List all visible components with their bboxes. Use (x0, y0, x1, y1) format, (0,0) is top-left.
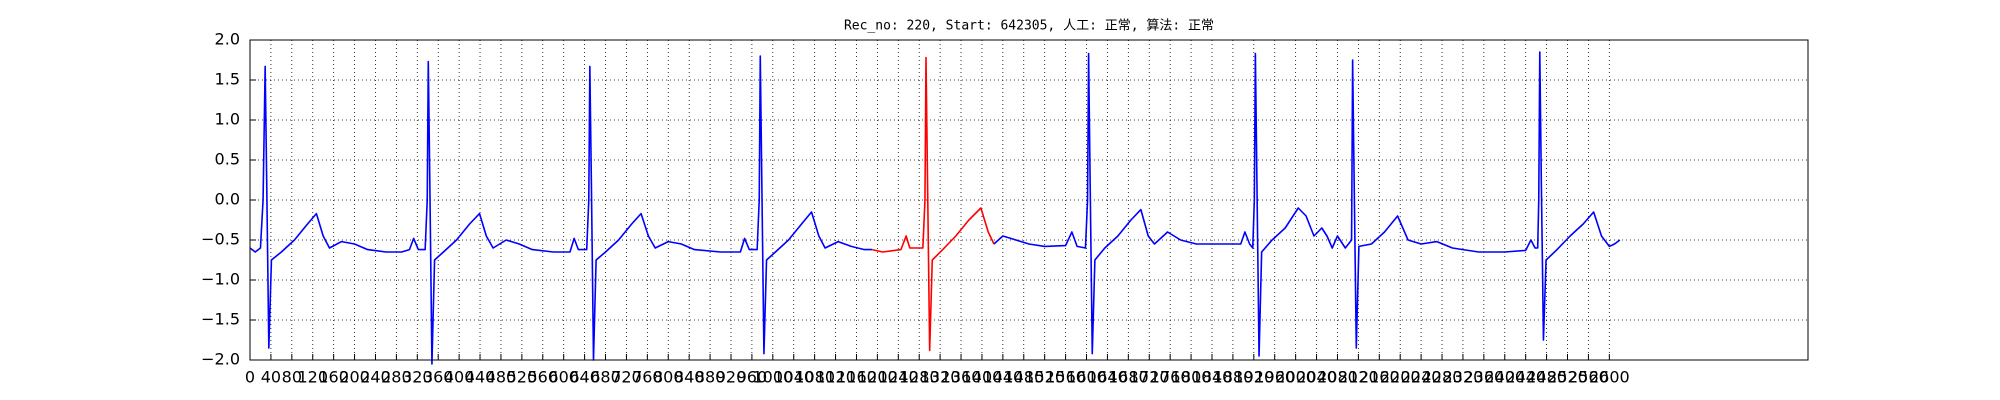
x-tick-label: 2440 (1505, 368, 1546, 387)
x-tick-label: 1560 (1045, 368, 1086, 387)
x-tick-label: 2120 (1338, 368, 1379, 387)
x-tick-label: 760 (632, 368, 663, 387)
x-tick-label: 440 (465, 368, 496, 387)
x-tick-label: 2240 (1401, 368, 1442, 387)
x-tick-label: 1280 (899, 368, 940, 387)
x-tick-label: 960 (737, 368, 768, 387)
x-tick-label: 1800 (1171, 368, 1212, 387)
y-tick-label: 1.0 (215, 110, 240, 129)
x-tick-label: 880 (695, 368, 726, 387)
x-tick-label: 2200 (1380, 368, 1421, 387)
x-tick-label: 2600 (1589, 368, 1630, 387)
x-tick-label: 2040 (1296, 368, 1337, 387)
x-tick-label: 1720 (1129, 368, 1170, 387)
x-tick-label: 840 (674, 368, 705, 387)
x-tick-label: 640 (569, 368, 600, 387)
x-tick-label: 1400 (962, 368, 1003, 387)
x-tick-label: 1240 (878, 368, 919, 387)
x-tick-label: 360 (423, 368, 454, 387)
x-tick-label: 280 (381, 368, 412, 387)
x-tick-label: 680 (590, 368, 621, 387)
y-tick-label: 2.0 (215, 30, 240, 49)
chart-title: Rec_no: 220, Start: 642305, 人工: 正常, 算法: … (844, 19, 1214, 34)
x-tick-label: 120 (297, 368, 328, 387)
x-tick-label: 1160 (836, 368, 877, 387)
x-tick-label: 1480 (1003, 368, 1044, 387)
x-tick-label: 1760 (1150, 368, 1191, 387)
x-tick-label: 1880 (1213, 368, 1254, 387)
y-tick-label: −2.0 (201, 350, 240, 369)
x-tick-label: 2520 (1547, 368, 1588, 387)
x-tick-label: 600 (548, 368, 579, 387)
x-tick-label: 1680 (1108, 368, 1149, 387)
x-tick-label: 2160 (1359, 368, 1400, 387)
x-tick-label: 1040 (773, 368, 814, 387)
x-tick-label: 480 (486, 368, 517, 387)
ecg-line (871, 56, 995, 352)
x-tick-label: 0 (245, 368, 255, 387)
x-tick-label: 240 (360, 368, 391, 387)
x-tick-label: 200 (339, 368, 370, 387)
ecg-line (993, 51, 1621, 357)
x-tick-label: 2400 (1484, 368, 1525, 387)
x-tick-label: 1000 (752, 368, 793, 387)
x-tick-label: 1440 (982, 368, 1023, 387)
x-tick-label: 1640 (1087, 368, 1128, 387)
x-tick-label: 1920 (1233, 368, 1274, 387)
x-tick-label: 1600 (1066, 368, 1107, 387)
x-tick-label: 80 (282, 368, 302, 387)
y-tick-label: −1.5 (201, 310, 240, 329)
x-tick-label: 2480 (1526, 368, 1567, 387)
y-tick-label: −0.5 (201, 230, 240, 249)
x-tick-label: 1360 (941, 368, 982, 387)
plot-frame (249, 39, 1809, 361)
x-tick-label: 320 (402, 368, 433, 387)
y-tick-label: 1.5 (215, 70, 240, 89)
x-tick-label: 2360 (1463, 368, 1504, 387)
x-tick-label: 400 (444, 368, 475, 387)
x-tick-label: 800 (653, 368, 684, 387)
ecg-line (249, 55, 873, 365)
x-tick-label: 920 (716, 368, 747, 387)
x-tick-label: 1960 (1254, 368, 1295, 387)
y-tick-label: 0.5 (215, 150, 240, 169)
y-tick-label: 0.0 (215, 190, 240, 209)
x-tick-label: 560 (528, 368, 559, 387)
x-tick-label: 2000 (1275, 368, 1316, 387)
x-tick-label: 1320 (920, 368, 961, 387)
x-tick-label: 1200 (857, 368, 898, 387)
x-tick-label: 520 (507, 368, 538, 387)
x-tick-label: 160 (318, 368, 349, 387)
x-tick-label: 2560 (1568, 368, 1609, 387)
x-tick-label: 720 (611, 368, 642, 387)
x-tick-label: 1840 (1192, 368, 1233, 387)
x-tick-label: 2080 (1317, 368, 1358, 387)
y-tick-label: −1.0 (201, 270, 240, 289)
x-tick-label: 1080 (794, 368, 835, 387)
x-tick-label: 40 (261, 368, 281, 387)
x-tick-label: 1520 (1024, 368, 1065, 387)
x-tick-label: 1120 (815, 368, 856, 387)
x-tick-label: 2320 (1443, 368, 1484, 387)
x-tick-label: 2280 (1422, 368, 1463, 387)
